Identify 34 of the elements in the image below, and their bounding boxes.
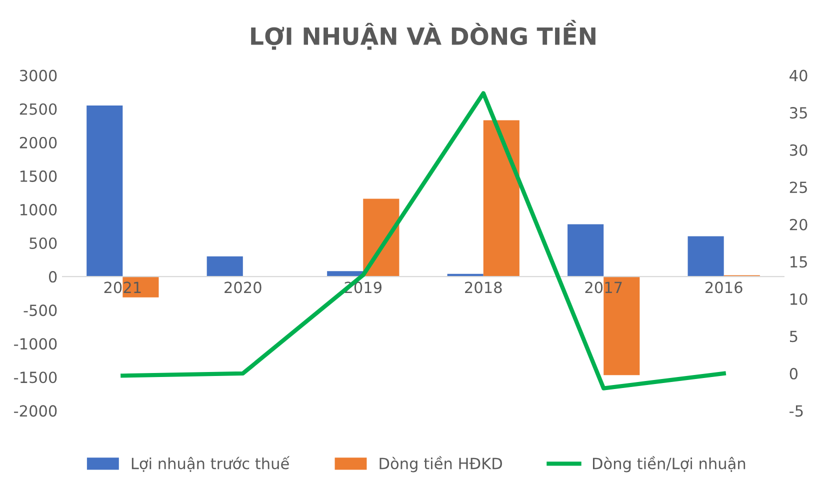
x-tick-label: 2020	[224, 282, 262, 294]
y2-tick-label: 30	[790, 144, 808, 156]
y2-tick-label: 0	[790, 368, 798, 380]
legend-label: Dòng tiền/Lợi nhuận	[592, 456, 746, 472]
bar	[568, 224, 604, 277]
bar	[688, 236, 724, 277]
bar	[86, 106, 123, 277]
y2-tick-label: 15	[790, 256, 807, 268]
y-tick-label: -1500	[14, 372, 57, 384]
bar	[363, 198, 400, 277]
y-tick-label: 0	[48, 271, 57, 283]
bar	[483, 120, 520, 277]
y2-tick-label: 25	[790, 182, 807, 194]
chart-title: LỢI NHUẬN VÀ DÒNG TIỀN	[251, 20, 596, 50]
y2-tick-label: -5	[790, 405, 803, 417]
legend-label: Dòng tiền HĐKD	[380, 456, 502, 472]
y-tick-label: 1000	[20, 204, 57, 216]
y-tick-label: 2000	[20, 136, 57, 148]
y-tick-label: -500	[24, 304, 57, 316]
legend-label: Lợi nhuận trước thuế	[132, 456, 290, 472]
y2-tick-label: 35	[790, 107, 807, 119]
y2-tick-label: 5	[790, 330, 798, 342]
y-tick-label: -2000	[14, 405, 57, 417]
y-tick-label: 2500	[20, 103, 57, 115]
x-tick-label: 2016	[706, 282, 742, 294]
bar	[206, 256, 243, 277]
y-tick-label: -1000	[14, 338, 57, 350]
y-tick-label: 500	[30, 237, 57, 250]
y2-tick-label: 20	[790, 218, 808, 230]
y2-tick-label: 10	[790, 293, 808, 305]
y-tick-label: 1500	[20, 170, 57, 182]
y-tick-label: 3000	[20, 70, 57, 82]
x-tick-label: 2018	[465, 282, 502, 294]
y2-tick-label: 40	[790, 70, 808, 82]
